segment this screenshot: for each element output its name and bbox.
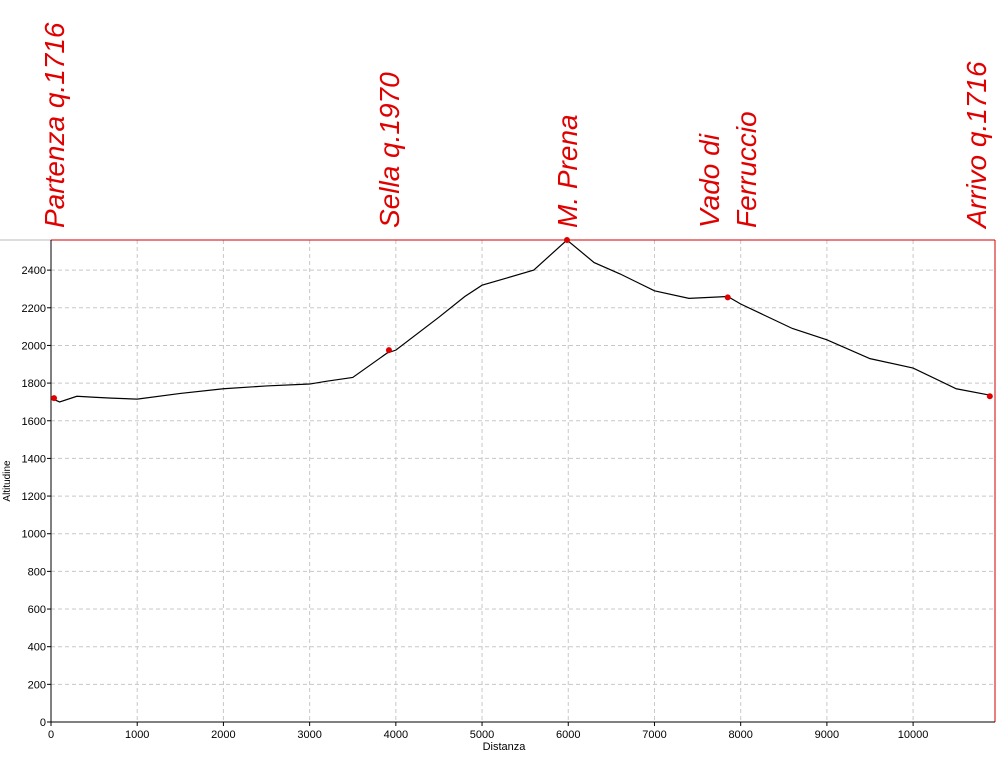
waypoint-label: Sella q.1970 [374, 72, 405, 228]
waypoint-marker [724, 294, 731, 301]
waypoint-label: Partenza q.1716 [39, 22, 70, 228]
waypoint-label: M. Prena [552, 114, 583, 228]
y-tick-label: 800 [28, 566, 46, 578]
y-tick-label: 1400 [22, 453, 46, 465]
x-tick-label: 6000 [556, 729, 580, 741]
y-axis-label: Altitudine [2, 460, 13, 502]
x-tick-label: 1000 [125, 729, 149, 741]
x-tick-label: 7000 [642, 729, 666, 741]
waypoint-label: Vado di [694, 133, 725, 228]
y-tick-label: 1200 [22, 491, 46, 503]
y-tick-label: 400 [28, 642, 46, 654]
x-tick-label: 9000 [815, 729, 839, 741]
waypoint-label: Ferruccio [731, 111, 762, 228]
elevation-line [50, 239, 991, 403]
waypoint-marker [385, 347, 392, 354]
y-tick-label: 0 [40, 717, 46, 729]
x-tick-label: 4000 [384, 729, 408, 741]
x-axis-label: Distanza [483, 741, 527, 753]
y-tick-label: 2000 [22, 340, 46, 352]
y-tick-label: 2200 [22, 303, 46, 315]
x-tick-label: 5000 [470, 729, 494, 741]
waypoint-marker [563, 237, 570, 243]
y-tick-label: 200 [28, 679, 46, 691]
waypoint-label: Arrivo q.1716 [961, 61, 992, 230]
x-tick-label: 3000 [297, 729, 321, 741]
x-tick-label: 0 [48, 729, 54, 741]
waypoint-marker [986, 393, 993, 400]
x-tick-label: 10000 [898, 729, 929, 741]
x-tick-label: 2000 [211, 729, 235, 741]
y-tick-label: 1600 [22, 416, 46, 428]
y-tick-label: 1800 [22, 378, 46, 390]
y-tick-label: 1000 [22, 529, 46, 541]
waypoint-marker [51, 395, 58, 402]
y-tick-label: 600 [28, 604, 46, 616]
y-tick-label: 2400 [22, 265, 46, 277]
x-tick-label: 8000 [728, 729, 752, 741]
